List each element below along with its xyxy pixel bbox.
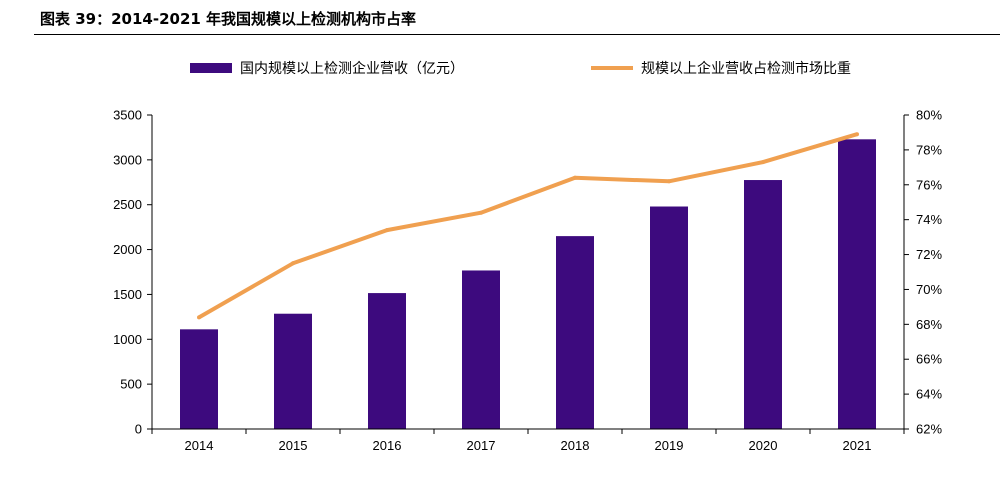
y-right-tick-label: 62% <box>916 422 942 437</box>
share-line <box>198 132 858 320</box>
bar-2019 <box>650 206 688 429</box>
y-left-tick-label: 2500 <box>113 197 142 212</box>
y-left-tick-label: 500 <box>120 377 142 392</box>
y-right-tick-label: 66% <box>916 352 942 367</box>
y-right-tick-label: 72% <box>916 247 942 262</box>
x-tick-label: 2015 <box>279 438 308 453</box>
bar-2017 <box>462 270 500 429</box>
legend: 国内规模以上检测企业营收（亿元） 规模以上企业营收占检测市场比重 <box>190 60 851 77</box>
y-left-tick-label: 3000 <box>113 152 142 167</box>
y-left-tick-label: 1500 <box>113 287 142 302</box>
x-tick-label: 2014 <box>185 438 214 453</box>
legend-swatch-bar <box>190 63 232 73</box>
y-left-tick-label: 1000 <box>113 332 142 347</box>
x-tick-label: 2019 <box>655 438 684 453</box>
y-left-tick-label: 0 <box>135 422 142 437</box>
bar-2014 <box>180 329 218 429</box>
legend-label-line: 规模以上企业营收占检测市场比重 <box>641 60 851 77</box>
x-tick-label: 2020 <box>749 438 778 453</box>
line-point-2020 <box>761 160 765 165</box>
bar-2016 <box>368 293 406 429</box>
y-right-tick-label: 78% <box>916 142 942 157</box>
line-point-2014 <box>197 315 201 320</box>
axes: 0 500 1000 1500 2000 2500 3000 3500 62% 64% 66% 68%… <box>113 108 942 454</box>
bar-2021 <box>838 139 876 430</box>
y-left-tick-label: 2000 <box>113 242 142 257</box>
y-right-tick-label: 70% <box>916 282 942 297</box>
line-point-2017 <box>479 210 483 215</box>
title-divider <box>34 34 1000 35</box>
line-point-2021 <box>855 132 859 137</box>
bar-series <box>180 139 876 430</box>
y-right-tick-label: 74% <box>916 212 942 227</box>
bar-2018 <box>556 236 594 429</box>
line-point-2018 <box>573 175 577 180</box>
x-tick-label: 2021 <box>843 438 872 453</box>
bar-2015 <box>274 313 312 429</box>
x-tick-label: 2016 <box>373 438 402 453</box>
y-right-tick-label: 68% <box>916 317 942 332</box>
legend-label-bar: 国内规模以上检测企业营收（亿元） <box>240 60 464 77</box>
line-point-2019 <box>667 179 671 184</box>
y-right-tick-label: 76% <box>916 177 942 192</box>
line-point-2015 <box>291 261 295 266</box>
bar-2020 <box>744 180 782 429</box>
figure-title: 图表 39：2014-2021 年我国规模以上检测机构市占率 <box>40 10 417 28</box>
y-right-tick-label: 64% <box>916 387 942 402</box>
line-point-2016 <box>385 228 389 233</box>
x-tick-label: 2017 <box>467 438 496 453</box>
x-tick-label: 2018 <box>561 438 590 453</box>
line-series <box>197 132 859 320</box>
y-right-tick-label: 80% <box>916 108 942 123</box>
y-left-tick-label: 3500 <box>113 108 142 123</box>
